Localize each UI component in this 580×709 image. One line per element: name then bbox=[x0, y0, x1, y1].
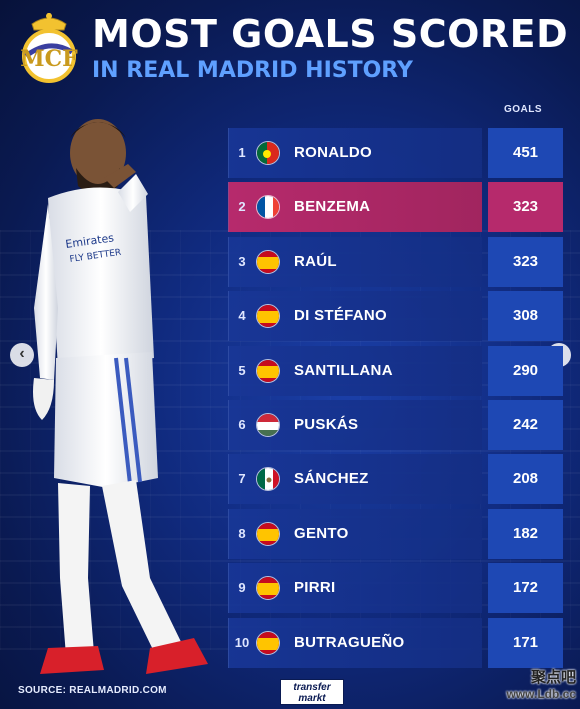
page-subtitle: IN REAL MADRID HISTORY bbox=[92, 58, 413, 83]
transfermarkt-logo: transfer markt bbox=[280, 679, 344, 705]
portugal-flag-icon bbox=[256, 141, 280, 165]
table-row: 4 DI STÉFANO 308 bbox=[228, 291, 564, 342]
player-name: RONALDO bbox=[294, 144, 372, 161]
table-row: 9 PIRRI 172 bbox=[228, 563, 564, 614]
source-label: SOURCE: REALMADRID.COM bbox=[18, 685, 167, 696]
rank-number: 1 bbox=[238, 145, 246, 160]
rank-number: 2 bbox=[238, 199, 246, 215]
player-name: BENZEMA bbox=[294, 198, 371, 216]
goals-value: 290 bbox=[488, 345, 563, 396]
spain-flag-icon bbox=[256, 358, 280, 383]
france-flag-icon bbox=[256, 195, 280, 220]
player-name: DI STÉFANO bbox=[294, 307, 388, 325]
player-name: SÁNCHEZ bbox=[294, 470, 369, 488]
player-name: RAÚL bbox=[294, 252, 337, 270]
watermark-url: www.Ldb.cc bbox=[506, 687, 576, 701]
spain-flag-icon bbox=[256, 521, 280, 546]
goals-value: 242 bbox=[488, 399, 563, 450]
table-row: 2 BENZEMA 323 bbox=[228, 182, 564, 233]
table-row: 7 SÁNCHEZ 208 bbox=[228, 454, 564, 505]
hungary-flag-icon bbox=[256, 412, 280, 437]
table-row: 6 PUSKÁS 242 bbox=[228, 399, 564, 450]
watermark: 聚点吧 www.Ldb.cc bbox=[450, 666, 576, 701]
player-name: BUTRAGUEÑO bbox=[294, 633, 405, 651]
goals-value: 323 bbox=[488, 236, 563, 287]
rank-number: 7 bbox=[238, 471, 246, 487]
player-name: SANTILLANA bbox=[294, 361, 393, 379]
table-row: 1 RONALDO 451 bbox=[228, 128, 564, 178]
rank-number: 4 bbox=[238, 308, 246, 324]
goals-value: 308 bbox=[488, 291, 563, 342]
goals-value: 451 bbox=[488, 128, 563, 178]
player-name: PIRRI bbox=[294, 579, 336, 597]
logo-line-1: transfer bbox=[293, 682, 331, 693]
spain-flag-icon bbox=[256, 630, 280, 655]
rank-number: 10 bbox=[234, 634, 250, 650]
rank-number: 8 bbox=[238, 525, 246, 541]
goals-value: 171 bbox=[488, 617, 563, 668]
spain-flag-icon bbox=[256, 576, 280, 601]
goals-value: 182 bbox=[488, 508, 563, 559]
goals-value: 323 bbox=[488, 182, 563, 233]
mexico-flag-icon bbox=[256, 467, 280, 492]
goals-value: 172 bbox=[488, 563, 563, 614]
rank-number: 9 bbox=[238, 580, 246, 596]
spain-flag-icon bbox=[256, 249, 280, 274]
real-madrid-crest-icon: MCF bbox=[20, 13, 78, 83]
watermark-text: 聚点吧 bbox=[530, 669, 576, 686]
table-row: 5 SANTILLANA 290 bbox=[228, 345, 564, 396]
goals-value: 208 bbox=[488, 454, 563, 505]
rank-number: 5 bbox=[238, 362, 246, 378]
goals-table: 1 RONALDO 451 2 BENZEMA 323 3 RAÚL 323 4 DI STÉFAN… bbox=[228, 128, 564, 672]
spain-flag-icon bbox=[256, 304, 280, 329]
rank-number: 6 bbox=[238, 416, 246, 432]
logo-line-2: markt bbox=[298, 693, 326, 704]
table-row: 3 RAÚL 323 bbox=[228, 236, 564, 287]
svg-text:MCF: MCF bbox=[20, 46, 78, 72]
previous-slide-button[interactable]: ‹ bbox=[10, 343, 34, 367]
goals-column-header: GOALS bbox=[504, 104, 543, 115]
page-title: MOST GOALS SCORED bbox=[92, 12, 569, 56]
player-name: GENTO bbox=[294, 524, 349, 542]
player-photo: Emirates FLY BETTER bbox=[33, 119, 208, 674]
table-row: 8 GENTO 182 bbox=[228, 508, 564, 559]
player-name: PUSKÁS bbox=[294, 415, 359, 433]
rank-number: 3 bbox=[238, 253, 246, 269]
table-row: 10 BUTRAGUEÑO 171 bbox=[228, 617, 564, 668]
